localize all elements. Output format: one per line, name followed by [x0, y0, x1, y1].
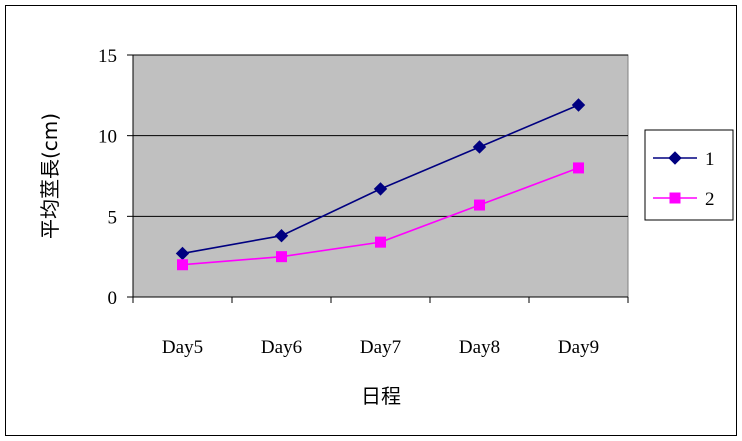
data-point — [373, 182, 388, 196]
series-1 — [175, 98, 586, 261]
data-point — [571, 98, 586, 112]
data-point — [274, 228, 289, 243]
x-tick-label: Day8 — [459, 337, 500, 358]
plot-area — [132, 54, 629, 298]
y-tick-label: 15 — [98, 46, 117, 67]
legend-label: 1 — [705, 149, 715, 170]
legend: 12 — [644, 129, 734, 221]
data-point — [276, 251, 287, 263]
series — [175, 98, 586, 271]
x-tick-label: Day7 — [360, 337, 401, 358]
legend-label: 2 — [705, 189, 715, 210]
x-tick-label: Day9 — [558, 337, 599, 358]
x-tick-label: Day5 — [162, 337, 203, 358]
legend-box — [644, 129, 734, 221]
data-point — [573, 162, 584, 174]
data-point — [177, 259, 188, 271]
gridlines — [133, 54, 628, 217]
legend-marker — [668, 151, 682, 165]
legend-marker — [669, 192, 681, 204]
legend-item: 2 — [653, 189, 715, 210]
y-tick-labels: 0 5 10 15 — [98, 46, 117, 309]
y-tick-label: 5 — [108, 207, 118, 228]
x-tick-labels: Day5 Day6 Day7 Day8 Day9 — [162, 337, 599, 358]
legend-item: 1 — [653, 149, 715, 170]
data-point — [375, 236, 386, 248]
y-tick-label: 10 — [98, 127, 117, 148]
x-tick-label: Day6 — [261, 337, 302, 358]
data-point — [474, 199, 485, 211]
x-axis-title: 日程 — [361, 384, 401, 408]
axes — [127, 54, 629, 303]
y-tick-label: 0 — [108, 288, 118, 309]
y-axis-title: 平均莖長(cm) — [38, 113, 62, 239]
data-point — [472, 140, 487, 154]
series-2 — [177, 162, 584, 271]
